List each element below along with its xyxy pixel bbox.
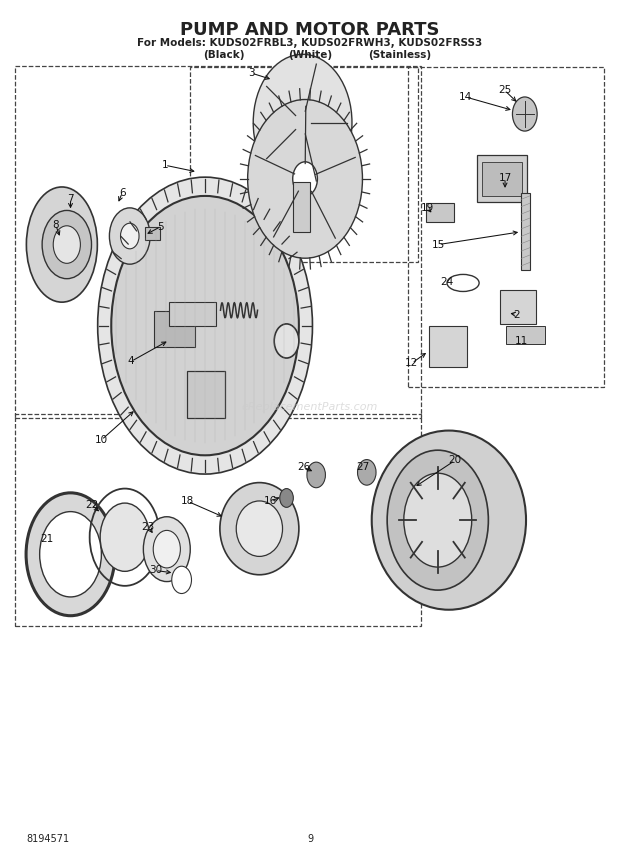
Bar [169,301,216,325]
Circle shape [53,226,81,264]
Text: 17: 17 [498,173,511,183]
Text: 25: 25 [498,85,511,95]
Circle shape [111,196,299,455]
Text: 15: 15 [432,240,445,250]
Text: 19: 19 [420,203,434,213]
Text: 26: 26 [297,462,311,473]
Circle shape [274,324,299,358]
Bar [507,325,544,344]
Text: (Black): (Black) [203,51,244,60]
Circle shape [293,162,317,196]
Bar [428,325,467,366]
Text: 18: 18 [181,496,195,507]
Text: (Stainless): (Stainless) [368,51,431,60]
Bar [426,203,454,222]
Text: 11: 11 [515,336,528,346]
Text: For Models: KUDS02FRBL3, KUDS02FRWH3, KUDS02FRSS3: For Models: KUDS02FRBL3, KUDS02FRWH3, KU… [138,39,482,48]
Circle shape [143,517,190,581]
Text: 22: 22 [85,500,98,510]
Bar [15,66,421,418]
Bar [154,311,195,347]
Circle shape [387,450,489,590]
Circle shape [358,460,376,485]
Text: 27: 27 [356,462,369,473]
Bar [477,155,527,202]
Bar [187,371,225,418]
Bar [482,162,521,196]
Text: 10: 10 [95,435,108,445]
Text: 20: 20 [448,455,462,466]
Text: 2: 2 [513,310,520,319]
Text: 23: 23 [141,522,155,532]
Text: eReplacementParts.com: eReplacementParts.com [242,401,378,412]
Ellipse shape [220,483,299,574]
Bar [407,67,604,387]
Circle shape [153,531,180,568]
Bar [500,290,536,324]
Text: 3: 3 [248,68,255,78]
Text: 1: 1 [162,160,168,170]
Text: 14: 14 [459,92,472,102]
Text: 8: 8 [53,220,59,230]
Text: 6: 6 [119,187,126,198]
Text: 12: 12 [405,358,419,368]
Text: 30: 30 [149,566,162,575]
Text: 4: 4 [128,356,135,366]
Text: 5: 5 [157,222,164,232]
Ellipse shape [236,501,283,556]
Bar [190,67,418,262]
Ellipse shape [27,187,97,302]
Circle shape [513,97,537,131]
Bar [293,182,310,232]
Circle shape [98,177,312,474]
Circle shape [253,54,352,191]
Circle shape [26,493,115,615]
Text: 7: 7 [67,194,74,205]
Text: (White): (White) [288,51,332,60]
Text: 16: 16 [264,496,277,507]
Bar [521,193,529,270]
Bar [145,227,160,241]
Circle shape [404,473,472,567]
Circle shape [100,503,149,571]
Circle shape [109,208,150,265]
Bar [15,414,421,626]
Text: 24: 24 [440,277,454,287]
Circle shape [42,211,92,279]
Circle shape [172,566,192,593]
Circle shape [40,512,102,597]
Text: 9: 9 [307,834,313,843]
Circle shape [307,462,326,488]
Circle shape [292,108,313,137]
Circle shape [120,223,139,249]
Text: 21: 21 [40,534,54,544]
Ellipse shape [372,431,526,609]
Text: 8194571: 8194571 [26,834,69,843]
Text: PUMP AND MOTOR PARTS: PUMP AND MOTOR PARTS [180,21,440,39]
Circle shape [247,99,363,259]
Circle shape [280,489,293,508]
